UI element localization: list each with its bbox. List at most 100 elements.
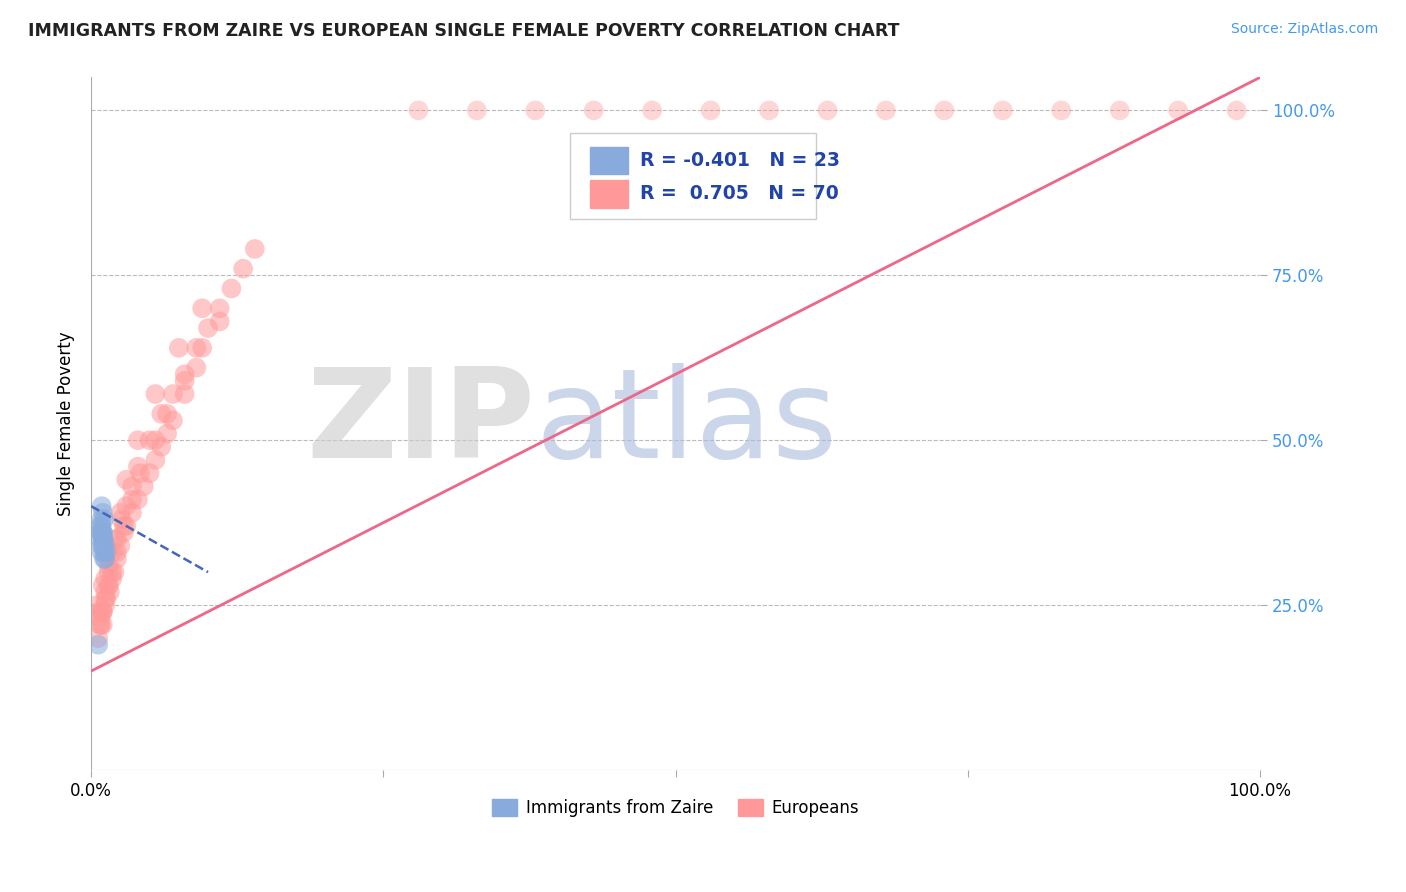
Point <box>91 506 114 520</box>
Point <box>94 539 117 553</box>
Point <box>110 506 132 520</box>
Point <box>1050 103 1073 118</box>
Point <box>91 578 114 592</box>
Point <box>89 618 111 632</box>
Point <box>127 492 149 507</box>
Point <box>875 103 897 118</box>
Point <box>89 618 111 632</box>
Point <box>89 519 111 533</box>
Point <box>758 103 780 118</box>
Point <box>1167 103 1189 118</box>
Point <box>89 611 111 625</box>
Point <box>93 545 115 559</box>
Point <box>90 545 112 559</box>
Point <box>121 506 143 520</box>
Point <box>138 434 160 448</box>
Point <box>150 407 173 421</box>
Point <box>186 341 208 355</box>
Point <box>90 605 112 619</box>
Point <box>97 565 120 579</box>
Point <box>197 321 219 335</box>
Point <box>145 434 167 448</box>
Point <box>408 103 430 118</box>
Point <box>90 512 112 526</box>
Point <box>87 631 110 645</box>
FancyBboxPatch shape <box>591 146 627 175</box>
Point <box>232 261 254 276</box>
Point <box>93 532 115 546</box>
Point <box>145 387 167 401</box>
Point <box>94 552 117 566</box>
FancyBboxPatch shape <box>591 180 627 208</box>
Point <box>91 532 114 546</box>
Point <box>112 519 135 533</box>
Point <box>103 565 125 579</box>
Point <box>105 552 128 566</box>
Point <box>173 387 195 401</box>
Point <box>101 572 124 586</box>
Point <box>121 492 143 507</box>
Text: R =  0.705   N = 70: R = 0.705 N = 70 <box>641 185 839 203</box>
Point <box>89 525 111 540</box>
Point <box>91 605 114 619</box>
Point <box>94 591 117 606</box>
Point <box>112 525 135 540</box>
Point <box>156 426 179 441</box>
Point <box>97 578 120 592</box>
Point <box>991 103 1014 118</box>
Point <box>94 598 117 612</box>
Point <box>110 512 132 526</box>
Point <box>127 434 149 448</box>
Point <box>97 578 120 592</box>
Point <box>90 539 112 553</box>
Text: atlas: atlas <box>536 363 838 484</box>
Point <box>162 413 184 427</box>
Point <box>208 301 231 316</box>
Point <box>1226 103 1249 118</box>
Point <box>186 360 208 375</box>
Point <box>132 479 155 493</box>
Point <box>191 301 214 316</box>
Point <box>90 525 112 540</box>
Point <box>96 591 118 606</box>
Point <box>162 387 184 401</box>
Point <box>103 532 125 546</box>
Point <box>86 598 108 612</box>
Y-axis label: Single Female Poverty: Single Female Poverty <box>58 332 75 516</box>
Point <box>173 368 195 382</box>
Point <box>94 572 117 586</box>
Point <box>90 499 112 513</box>
Point <box>129 466 152 480</box>
Legend: Immigrants from Zaire, Europeans: Immigrants from Zaire, Europeans <box>485 792 866 824</box>
Point <box>91 618 114 632</box>
Point <box>156 407 179 421</box>
Point <box>1108 103 1130 118</box>
Point <box>221 281 243 295</box>
Point <box>817 103 839 118</box>
Point <box>87 638 110 652</box>
Text: Source: ZipAtlas.com: Source: ZipAtlas.com <box>1230 22 1378 37</box>
Point <box>101 545 124 559</box>
Point <box>115 473 138 487</box>
Point <box>934 103 956 118</box>
Point <box>115 519 138 533</box>
Point <box>89 532 111 546</box>
Point <box>105 532 128 546</box>
Point <box>582 103 605 118</box>
Point <box>93 552 115 566</box>
Point <box>91 532 114 546</box>
Point <box>87 605 110 619</box>
Point <box>91 539 114 553</box>
Point <box>121 479 143 493</box>
Text: R = -0.401   N = 23: R = -0.401 N = 23 <box>641 151 841 170</box>
Point <box>105 545 128 559</box>
Text: ZIP: ZIP <box>307 363 536 484</box>
Point <box>115 499 138 513</box>
Point <box>191 341 214 355</box>
Text: IMMIGRANTS FROM ZAIRE VS EUROPEAN SINGLE FEMALE POVERTY CORRELATION CHART: IMMIGRANTS FROM ZAIRE VS EUROPEAN SINGLE… <box>28 22 900 40</box>
Point <box>127 459 149 474</box>
Point <box>208 314 231 328</box>
Point <box>641 103 664 118</box>
Point <box>138 466 160 480</box>
FancyBboxPatch shape <box>571 133 815 219</box>
